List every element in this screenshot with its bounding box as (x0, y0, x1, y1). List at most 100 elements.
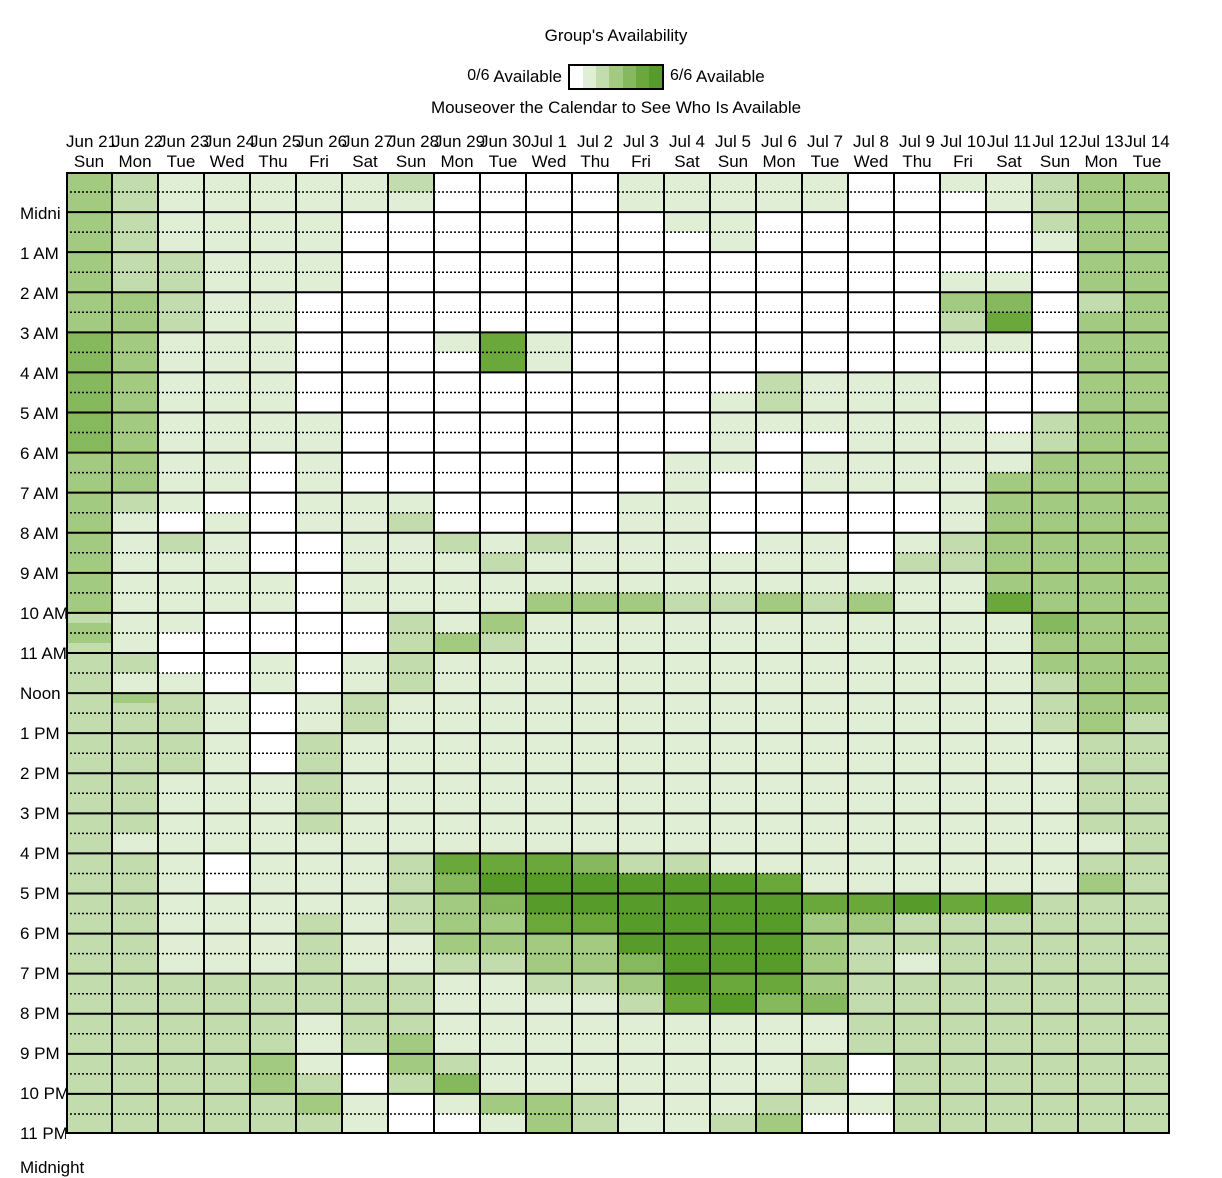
availability-slot[interactable] (802, 172, 848, 183)
availability-slot[interactable] (618, 642, 664, 654)
availability-slot[interactable] (618, 372, 664, 383)
availability-slot[interactable] (1078, 392, 1124, 403)
availability-slot[interactable] (940, 292, 986, 303)
availability-slot[interactable] (848, 272, 894, 283)
availability-slot[interactable] (204, 172, 250, 183)
availability-slot[interactable] (342, 723, 388, 734)
availability-slot[interactable] (940, 753, 986, 764)
availability-slot[interactable] (1124, 202, 1170, 213)
availability-slot[interactable] (296, 1113, 342, 1125)
availability-slot[interactable] (664, 933, 710, 944)
availability-slot[interactable] (112, 863, 158, 874)
availability-slot[interactable] (112, 733, 158, 744)
availability-slot[interactable] (204, 332, 250, 343)
availability-slot[interactable] (526, 1033, 572, 1045)
availability-slot[interactable] (848, 673, 894, 684)
availability-slot[interactable] (204, 202, 250, 213)
availability-slot[interactable] (1124, 542, 1170, 554)
availability-slot[interactable] (710, 1113, 756, 1125)
availability-slot[interactable] (1124, 302, 1170, 313)
availability-grid[interactable] (66, 172, 1172, 1134)
availability-slot[interactable] (342, 342, 388, 353)
availability-slot[interactable] (66, 522, 112, 534)
availability-slot[interactable] (112, 262, 158, 273)
availability-slot[interactable] (802, 763, 848, 774)
availability-slot[interactable] (296, 813, 342, 824)
availability-slot[interactable] (66, 713, 112, 724)
availability-slot[interactable] (618, 272, 664, 283)
availability-slot[interactable] (664, 432, 710, 443)
availability-slot[interactable] (756, 1123, 802, 1134)
availability-slot[interactable] (342, 853, 388, 864)
availability-slot[interactable] (1124, 532, 1170, 544)
availability-slot[interactable] (618, 1083, 664, 1095)
availability-slot[interactable] (1078, 262, 1124, 273)
availability-slot[interactable] (388, 512, 434, 524)
availability-slot[interactable] (158, 1033, 204, 1045)
availability-slot[interactable] (894, 392, 940, 403)
availability-slot[interactable] (526, 1073, 572, 1085)
availability-slot[interactable] (894, 262, 940, 273)
availability-slot[interactable] (250, 1103, 296, 1115)
availability-slot[interactable] (848, 422, 894, 433)
availability-slot[interactable] (664, 362, 710, 373)
availability-slot[interactable] (204, 472, 250, 483)
availability-slot[interactable] (756, 653, 802, 664)
availability-slot[interactable] (158, 512, 204, 524)
availability-slot[interactable] (1078, 933, 1124, 944)
availability-slot[interactable] (848, 913, 894, 924)
availability-slot[interactable] (848, 663, 894, 674)
availability-slot[interactable] (204, 1123, 250, 1134)
availability-slot[interactable] (158, 412, 204, 423)
availability-slot[interactable] (986, 612, 1032, 624)
availability-slot[interactable] (434, 462, 480, 473)
availability-slot[interactable] (204, 883, 250, 894)
availability-slot[interactable] (112, 192, 158, 203)
availability-slot[interactable] (250, 302, 296, 313)
availability-slot[interactable] (342, 432, 388, 443)
availability-slot[interactable] (480, 1023, 526, 1035)
availability-slot[interactable] (710, 893, 756, 904)
availability-slot[interactable] (434, 963, 480, 974)
availability-slot[interactable] (1124, 352, 1170, 363)
availability-slot[interactable] (572, 743, 618, 754)
availability-slot[interactable] (388, 773, 434, 784)
availability-slot[interactable] (388, 683, 434, 694)
availability-slot[interactable] (618, 542, 664, 554)
availability-slot[interactable] (1032, 192, 1078, 203)
availability-slot[interactable] (664, 342, 710, 353)
availability-slot[interactable] (388, 1013, 434, 1025)
availability-slot[interactable] (848, 843, 894, 854)
availability-slot[interactable] (710, 292, 756, 303)
availability-slot[interactable] (1078, 442, 1124, 453)
availability-slot[interactable] (710, 873, 756, 884)
availability-slot[interactable] (204, 1023, 250, 1035)
availability-slot[interactable] (158, 663, 204, 674)
availability-slot[interactable] (572, 482, 618, 493)
availability-slot[interactable] (296, 673, 342, 684)
availability-slot[interactable] (1124, 943, 1170, 954)
availability-slot[interactable] (1078, 993, 1124, 1005)
availability-slot[interactable] (1078, 703, 1124, 714)
availability-slot[interactable] (112, 1083, 158, 1095)
availability-slot[interactable] (618, 763, 664, 774)
availability-slot[interactable] (756, 993, 802, 1005)
availability-slot[interactable] (388, 332, 434, 343)
availability-slot[interactable] (1032, 372, 1078, 383)
availability-slot[interactable] (66, 1063, 112, 1075)
availability-slot[interactable] (1124, 713, 1170, 724)
availability-slot[interactable] (296, 242, 342, 253)
availability-slot[interactable] (1078, 472, 1124, 483)
availability-slot[interactable] (480, 382, 526, 393)
availability-slot[interactable] (388, 943, 434, 954)
availability-slot[interactable] (894, 713, 940, 724)
availability-slot[interactable] (66, 733, 112, 744)
availability-slot[interactable] (158, 673, 204, 684)
availability-slot[interactable] (480, 182, 526, 193)
availability-slot[interactable] (388, 382, 434, 393)
availability-slot[interactable] (894, 412, 940, 423)
availability-slot[interactable] (572, 1023, 618, 1035)
availability-slot[interactable] (986, 202, 1032, 213)
availability-slot[interactable] (572, 673, 618, 684)
availability-slot[interactable] (894, 1023, 940, 1035)
